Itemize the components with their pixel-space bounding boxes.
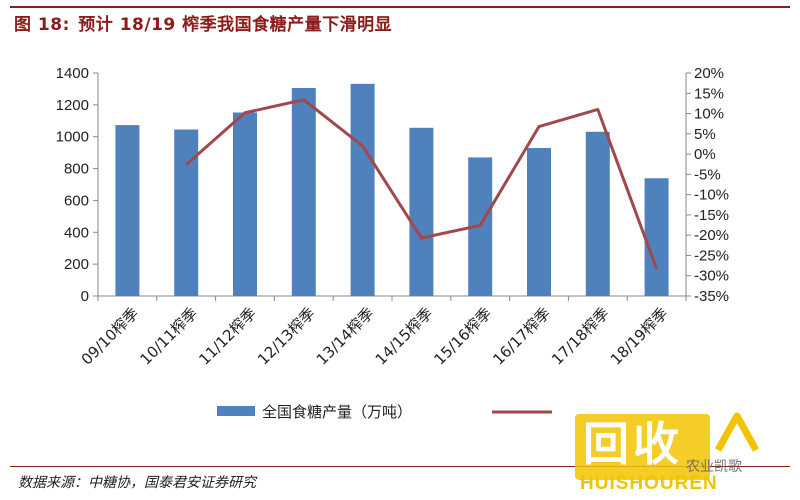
watermark-small-text: 农业凯歌 [686,459,742,475]
watermark-box [575,414,710,480]
y-right-tick-label: 0% [694,146,716,163]
legend-swatch-bar [217,406,255,416]
y-right-tick-label: 10% [694,106,724,123]
legend-label-bar: 全国食糖产量（万吨） [262,403,412,421]
figure-label: 图 18: [14,15,70,35]
y-right-tick-label: 20% [694,65,724,82]
bar-17/18榨季 [585,131,610,296]
y-right-tick-label: 5% [694,126,716,143]
x-category-label: 16/17榨季 [489,304,554,369]
x-category-label: 15/16榨季 [431,304,496,369]
x-category-label: 13/14榨季 [313,304,378,369]
y-right-tick-label: -10% [694,187,729,204]
x-category-label: 18/19榨季 [607,304,672,369]
source-note: 数据来源：中糖协，国泰君安证券研究 [18,475,256,491]
bar-18/19榨季 [644,178,669,296]
x-category-label: 10/11榨季 [137,304,202,369]
figure-title: 图 18: 预计 18/19 榨季我国食糖产量下滑明显 [14,10,400,35]
watermark-letters: HUISHOUREN [580,473,718,494]
y-left-tick-label: 1200 [56,97,89,114]
y-right-tick-label: -20% [694,227,729,244]
y-left-tick-label: 600 [64,192,89,209]
bar-10/11榨季 [174,129,199,296]
bar-14/15榨季 [409,127,434,297]
y-left-tick-label: 800 [64,161,89,178]
x-category-label: 12/13榨季 [254,304,319,369]
y-left-tick-label: 0 [81,288,89,305]
x-category-label: 11/12榨季 [195,304,260,369]
bar-11/12榨季 [233,112,257,296]
watermark-logo-icon [714,412,760,452]
y-left-tick-label: 400 [64,224,89,241]
y-right-tick-label: -30% [694,268,729,285]
watermark-big-text: 回收 [583,417,683,471]
x-category-label: 14/15榨季 [372,304,437,369]
x-category-label: 17/18榨季 [548,304,613,369]
figure-title-text: 预计 18/19 榨季我国食糖产量下滑明显 [78,15,393,35]
footer-rule [10,466,790,467]
y-left-tick-label: 1000 [56,129,89,146]
y-right-tick-label: -15% [694,207,729,224]
bar-09/10榨季 [115,125,140,296]
y-right-tick-label: 15% [694,85,724,102]
y-left-tick-label: 200 [64,256,89,273]
bar-16/17榨季 [527,148,551,296]
bar-12/13榨季 [291,87,316,296]
y-right-tick-label: -25% [694,247,729,264]
y-right-tick-label: -5% [694,166,721,183]
x-category-label: 09/10榨季 [78,304,143,369]
y-left-tick-label: 1400 [56,65,89,82]
header-top-rule [10,6,790,8]
bar-13/14榨季 [350,83,375,297]
y-right-tick-label: -35% [694,288,729,305]
